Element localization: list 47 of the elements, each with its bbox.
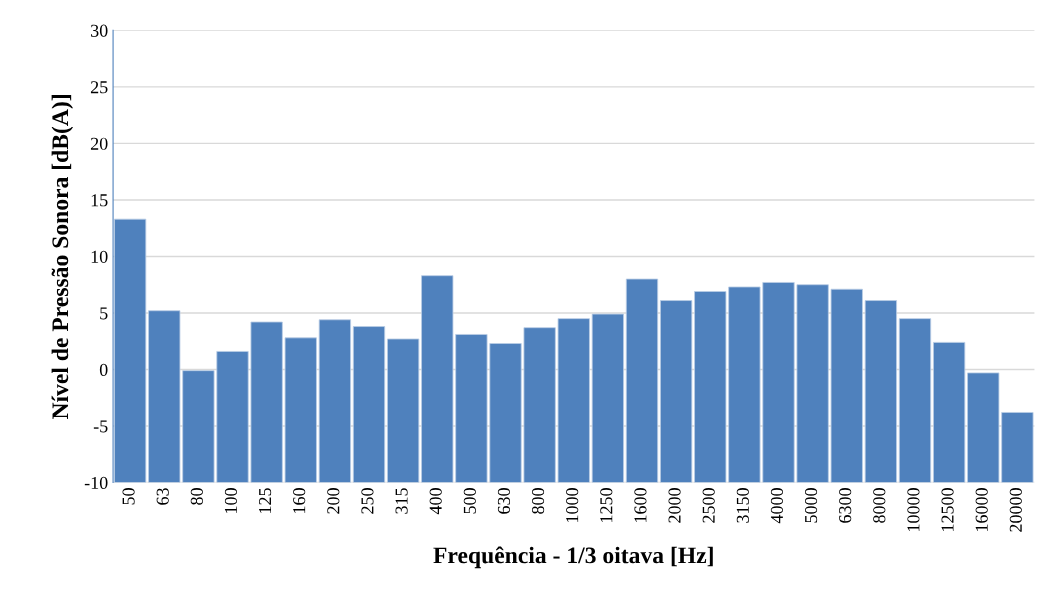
- bar: [933, 341, 966, 483]
- bar: [864, 300, 897, 483]
- y-tick-label: 30: [91, 24, 108, 37]
- x-tick-label: 20000: [1009, 488, 1022, 532]
- y-tick-label: 25: [90, 81, 108, 94]
- y-tick-label: 15: [91, 194, 108, 207]
- x-tick-label: 630: [497, 488, 511, 514]
- x-tick-label: 80: [190, 488, 203, 505]
- bar: [898, 318, 932, 483]
- bar: [625, 278, 659, 483]
- y-tick-label: 10: [91, 250, 108, 263]
- y-tick-label: 20: [90, 137, 108, 150]
- x-tick-label: 315: [395, 488, 408, 514]
- x-tick-label: 100: [224, 488, 238, 513]
- x-tick-label: 800: [531, 488, 545, 514]
- y-tick-label: -5: [93, 420, 108, 433]
- x-tick-label: 160: [293, 488, 306, 513]
- x-tick-label: 1600: [634, 488, 647, 522]
- x-tick-label: 250: [361, 488, 374, 514]
- y-tick-label: 5: [100, 307, 108, 320]
- x-tick-label: 50: [122, 488, 135, 505]
- x-tick-label: 125: [259, 488, 272, 513]
- bar: [660, 300, 693, 483]
- x-tick-label: 1000: [566, 488, 579, 522]
- bar: [591, 313, 624, 483]
- x-tick-label: 4000: [770, 488, 784, 524]
- bar: [352, 326, 386, 483]
- x-tick-label: 16000: [975, 488, 988, 531]
- y-tick-label: -10: [84, 476, 108, 490]
- x-tick-label: 1250: [600, 488, 613, 522]
- x-tick-label: 500: [463, 488, 476, 514]
- x-tick-label: 8000: [873, 488, 886, 523]
- x-tick-label: 6300: [839, 488, 852, 523]
- x-tick-label: 12500: [941, 488, 954, 531]
- y-tick-label: 0: [99, 363, 108, 376]
- y-axis-title: Nível de Pressão Sonora [dB(A)]: [51, 95, 74, 420]
- x-tick-label: 2000: [668, 488, 681, 523]
- x-axis-title: Frequência - 1/3 oitava [Hz]: [433, 546, 713, 569]
- bar: [318, 319, 351, 483]
- x-tick-label: 2500: [702, 488, 715, 523]
- x-tick-label: 5000: [804, 488, 818, 523]
- x-tick-label: 3150: [736, 488, 749, 523]
- x-tick-label: 200: [327, 488, 340, 514]
- bar: [387, 338, 420, 483]
- x-tick-label: 10000: [907, 488, 920, 531]
- x-tick-label: 63: [156, 488, 169, 505]
- x-tick-label: 400: [429, 488, 442, 515]
